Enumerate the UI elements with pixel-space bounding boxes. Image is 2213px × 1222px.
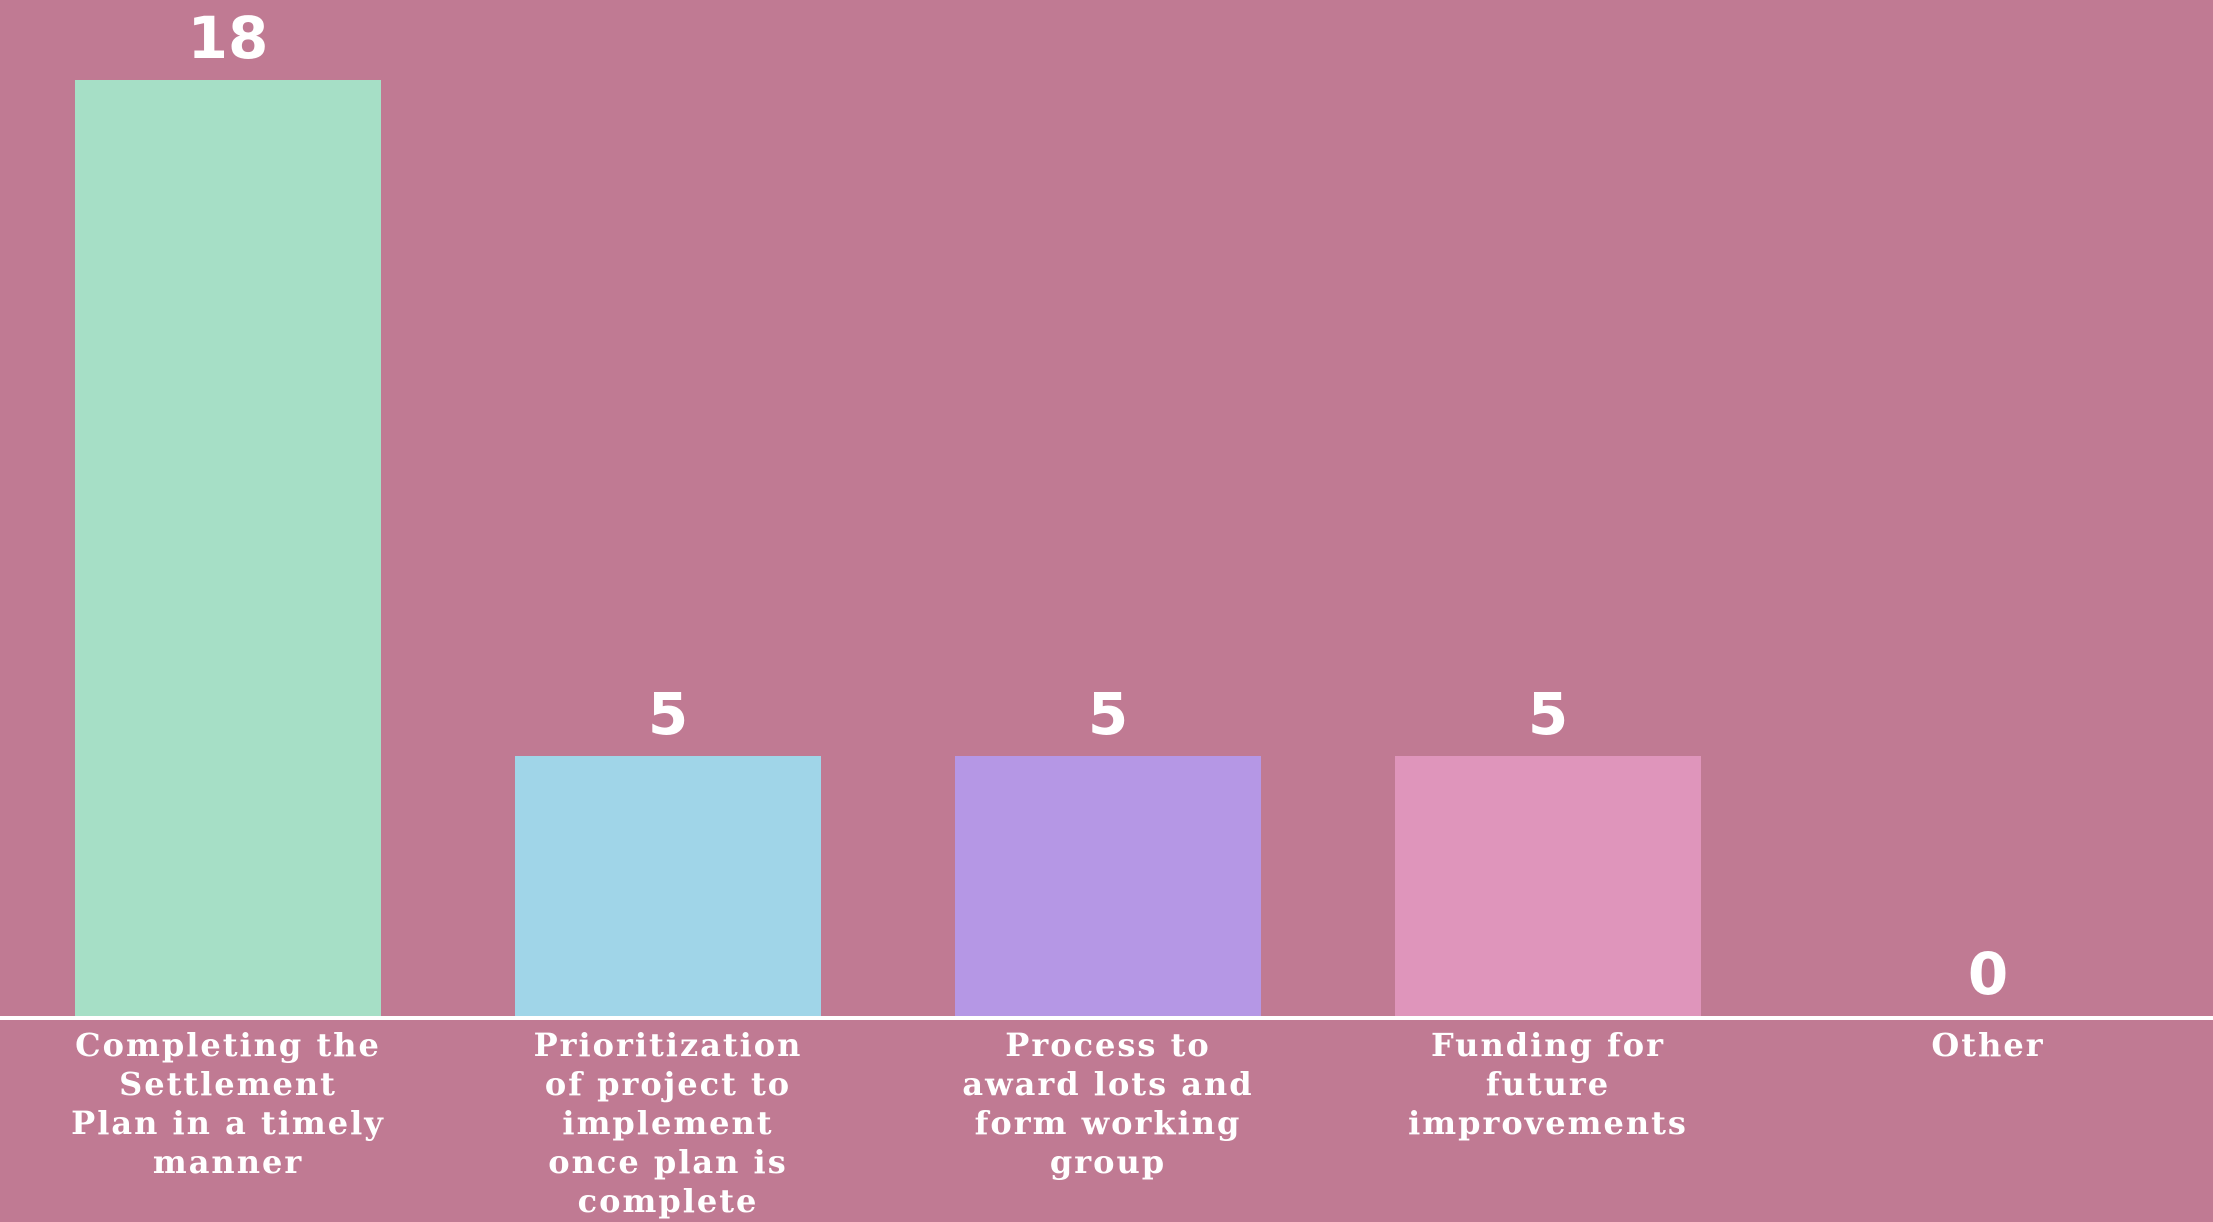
category-label-4: Other: [1931, 1026, 2044, 1064]
category-label-3-line-0: Funding for: [1431, 1026, 1665, 1064]
category-label-1-line-3: once plan is: [548, 1143, 787, 1181]
category-label-2-line-1: award lots and: [962, 1065, 1253, 1103]
value-label-4: 0: [1968, 940, 2008, 1008]
bar-2: [955, 756, 1261, 1016]
category-label-1-line-0: Prioritization: [534, 1026, 803, 1064]
category-label-1-line-1: of project to: [545, 1065, 791, 1103]
value-label-2: 5: [1088, 680, 1128, 748]
category-label-2-line-3: group: [1050, 1143, 1166, 1181]
value-label-1: 5: [648, 680, 688, 748]
bar-0: [75, 80, 381, 1016]
category-label-0-line-0: Completing the: [75, 1026, 381, 1064]
category-label-0-line-2: Plan in a timely: [71, 1104, 385, 1142]
category-label-1-line-2: implement: [562, 1104, 773, 1142]
category-label-4-line-0: Other: [1931, 1026, 2044, 1064]
value-label-0: 18: [188, 4, 269, 72]
bar-1: [515, 756, 821, 1016]
category-label-2-line-2: form working: [975, 1104, 1242, 1142]
value-label-3: 5: [1528, 680, 1568, 748]
category-label-0-line-1: Settlement: [119, 1065, 337, 1103]
category-label-3-line-2: improvements: [1408, 1104, 1688, 1142]
category-label-2-line-0: Process to: [1005, 1026, 1210, 1064]
category-label-3-line-1: future: [1486, 1065, 1610, 1103]
category-label-1-line-4: complete: [578, 1182, 759, 1220]
bar-3: [1395, 756, 1701, 1016]
category-label-0-line-3: manner: [153, 1143, 303, 1181]
